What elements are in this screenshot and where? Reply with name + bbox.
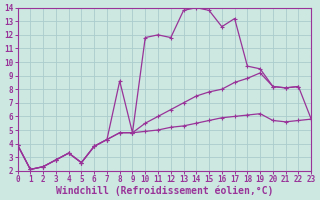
X-axis label: Windchill (Refroidissement éolien,°C): Windchill (Refroidissement éolien,°C) [56,185,273,196]
